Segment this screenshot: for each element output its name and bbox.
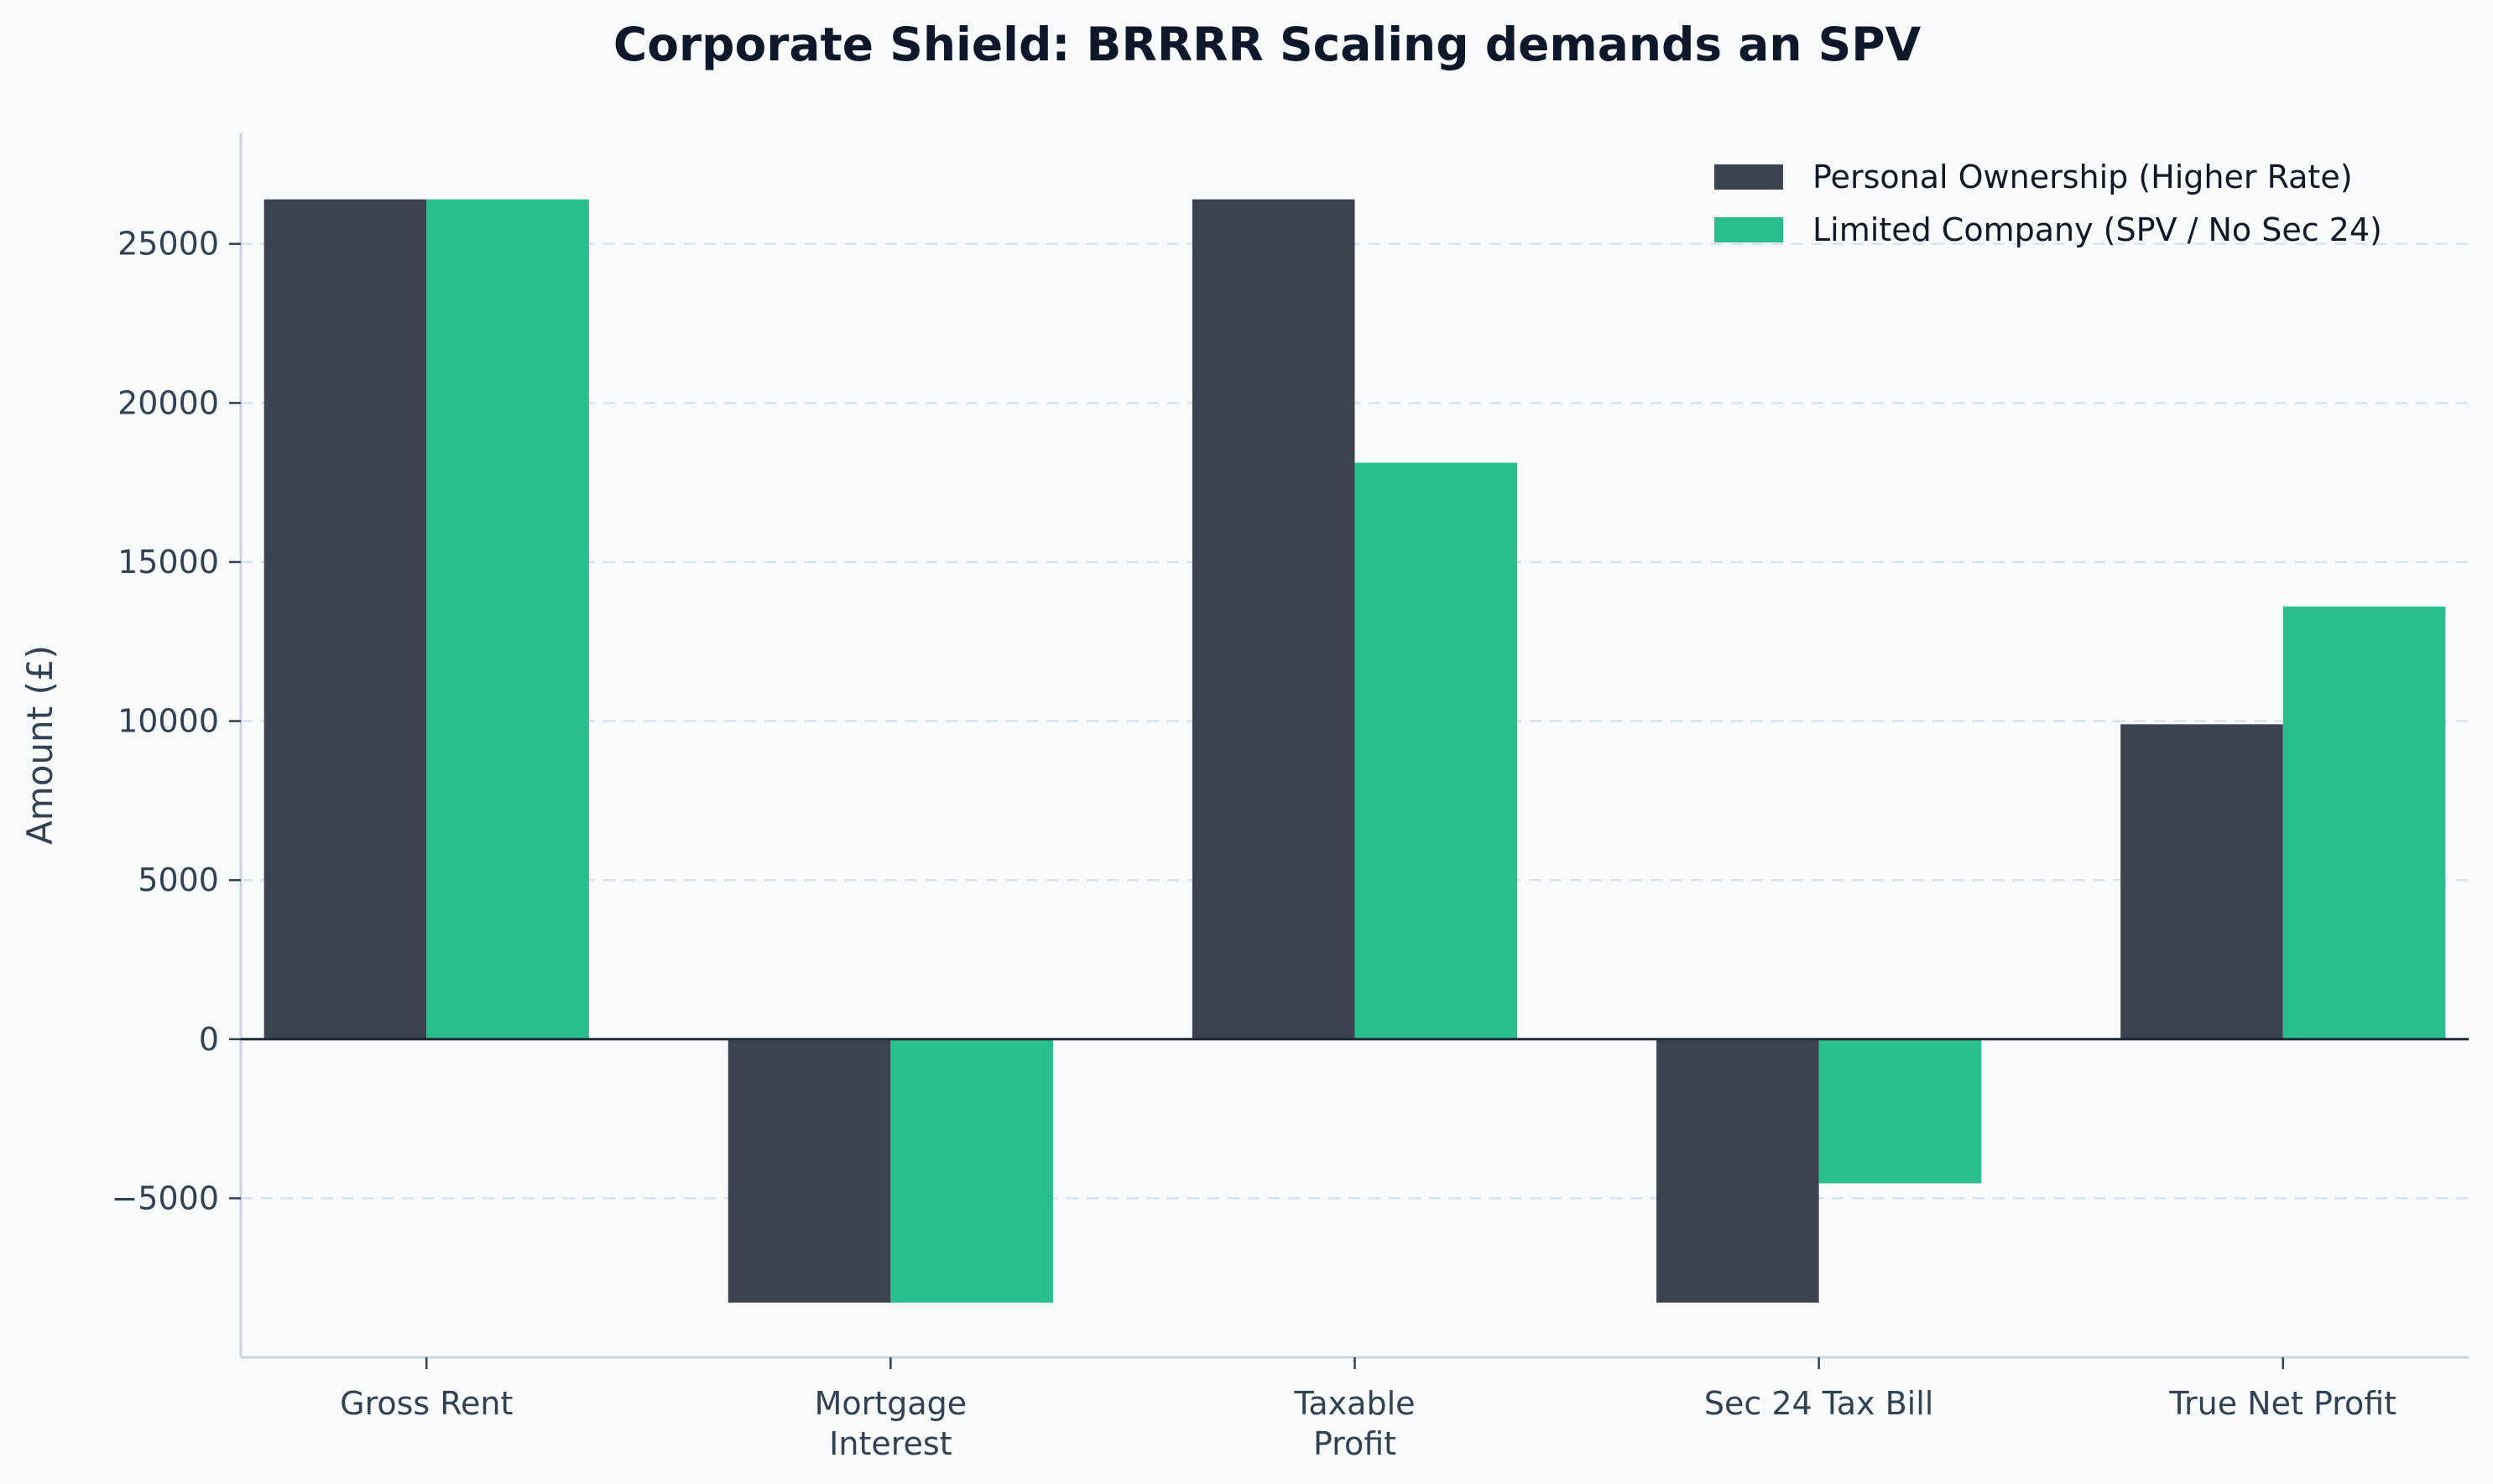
bar-company [426,199,589,1039]
x-tick-label: Sec 24 Tax Bill [1704,1385,1933,1422]
bar-company [1818,1039,1982,1184]
bars [263,199,2446,1303]
y-tick-label: 20000 [117,384,219,421]
bar-company [1354,462,1518,1039]
legend: Personal Ownership (Higher Rate) Limited … [1714,159,2382,248]
y-tick-label: −5000 [111,1179,219,1216]
y-axis-label: Amount (£) [19,645,60,845]
y-axis-ticks: −5000 0 5000 10000 15000 20000 25000 [111,226,241,1216]
x-tick-label: Taxable Profit [1293,1385,1415,1462]
legend-label: Personal Ownership (Higher Rate) [1812,159,2353,195]
y-tick-label: 5000 [138,862,219,898]
bar-personal [263,199,427,1039]
legend-swatch [1714,217,1783,242]
x-tick-label: True Net Profit [2168,1385,2397,1422]
x-axis-ticks: Gross Rent Mortgage Interest Taxable Profit S… [340,1357,2397,1462]
chart-title: Corporate Shield: BRRRR Scaling demands … [613,18,1922,71]
bar-personal [728,1039,891,1303]
bar-company [890,1039,1053,1303]
bar-personal [1192,199,1355,1039]
legend-label: Limited Company (SPV / No Sec 24) [1812,211,2382,248]
y-tick-label: 0 [199,1021,219,1058]
y-tick-label: 15000 [117,544,219,581]
legend-swatch [1714,164,1783,190]
bar-personal [2120,724,2283,1039]
bar-company [2282,607,2446,1039]
x-tick-label: Gross Rent [340,1385,513,1422]
bar-personal [1656,1039,1819,1303]
y-tick-label: 10000 [117,703,219,740]
y-tick-label: 25000 [117,226,219,263]
x-tick-label: Mortgage Interest [815,1385,967,1462]
